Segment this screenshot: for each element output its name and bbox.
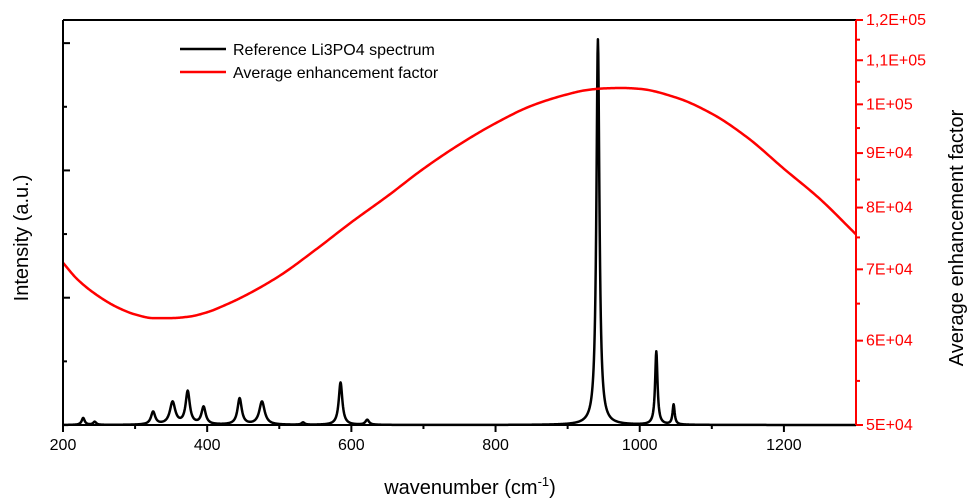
x-tick-label: 1200 — [766, 437, 802, 454]
left-axis-ticks — [63, 42, 70, 426]
x-axis-ticks: 200 400 600 800 1000 1200 — [50, 425, 802, 454]
legend-label-reference: Reference Li3PO4 spectrum — [233, 42, 435, 59]
y-axis-left-title: Intensity (a.u.) — [11, 175, 33, 302]
x-axis-title-superscript: -1 — [538, 474, 550, 489]
x-tick-label: 200 — [50, 437, 77, 454]
x-axis-title-close: ) — [549, 477, 556, 499]
y-right-tick-label: 8E+04 — [866, 200, 913, 217]
y-right-tick-label: 5E+04 — [866, 417, 913, 434]
y-right-tick-label: 9E+04 — [866, 145, 913, 162]
x-tick-label: 400 — [194, 437, 221, 454]
y-right-tick-label: 6E+04 — [866, 333, 913, 350]
x-axis-title-main: wavenumber (cm — [383, 477, 537, 499]
legend: Reference Li3PO4 spectrum Average enhanc… — [180, 42, 439, 82]
legend-label-enhancement: Average enhancement factor — [233, 65, 439, 82]
x-tick-label: 600 — [338, 437, 365, 454]
x-tick-label: 1000 — [622, 437, 658, 454]
y-right-tick-label: 1,1E+05 — [866, 52, 926, 69]
series-line-reference-spectrum — [62, 37, 857, 427]
x-tick-label: 800 — [482, 437, 509, 454]
right-axis-ticks: 5E+04 6E+04 7E+04 8E+04 9E+04 1E+05 1,1E+05 1,2… — [856, 12, 926, 434]
y-axis-right-title: Average enhancement factor — [946, 109, 968, 366]
y-right-tick-label: 1,2E+05 — [866, 12, 926, 29]
y-right-tick-label: 7E+04 — [866, 261, 913, 278]
y-right-tick-label: 1E+05 — [866, 96, 913, 113]
plot-area — [62, 19, 857, 427]
x-axis-title: wavenumber (cm-1) — [383, 474, 556, 499]
series-line-enhancement-factor — [62, 86, 857, 320]
